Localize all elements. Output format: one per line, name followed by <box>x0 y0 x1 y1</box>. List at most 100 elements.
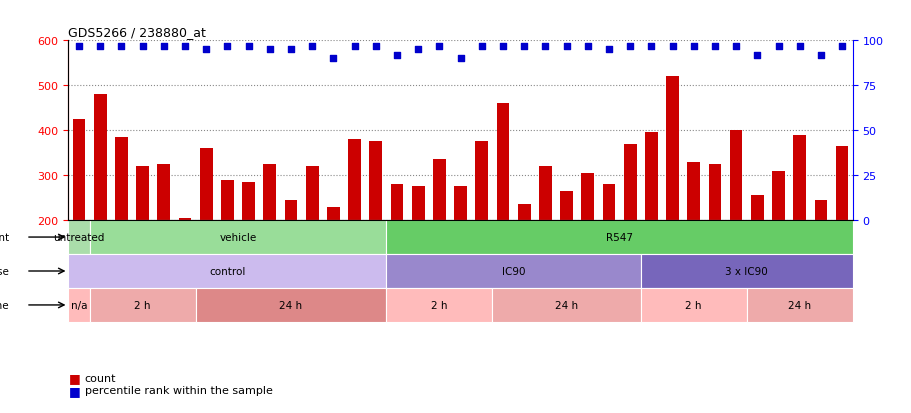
Point <box>601 47 616 54</box>
Text: 2 h: 2 h <box>134 300 150 310</box>
Point <box>283 47 298 54</box>
Point <box>432 43 446 50</box>
Point <box>368 43 383 50</box>
Point <box>749 52 763 59</box>
Point <box>220 43 234 50</box>
Text: percentile rank within the sample: percentile rank within the sample <box>85 385 272 395</box>
Bar <box>640 254 852 288</box>
Bar <box>327 207 340 310</box>
Point <box>199 47 213 54</box>
Text: IC90: IC90 <box>501 266 525 276</box>
Bar <box>412 187 424 310</box>
Bar <box>242 183 255 310</box>
Bar <box>179 218 191 310</box>
Text: 24 h: 24 h <box>279 300 302 310</box>
Bar <box>746 288 852 322</box>
Bar <box>454 187 466 310</box>
Bar <box>834 147 847 310</box>
Point <box>686 43 701 50</box>
Bar <box>200 149 212 310</box>
Bar <box>220 180 233 310</box>
Text: n/a: n/a <box>71 300 87 310</box>
Bar <box>644 133 657 310</box>
Bar <box>772 171 784 310</box>
Bar <box>136 167 148 310</box>
Text: ■: ■ <box>68 384 80 397</box>
Bar <box>793 135 805 310</box>
Bar <box>386 288 492 322</box>
Point <box>326 56 341 62</box>
Text: untreated: untreated <box>53 233 105 242</box>
Text: 24 h: 24 h <box>555 300 578 310</box>
Point <box>664 43 679 50</box>
Point <box>347 43 362 50</box>
Bar <box>538 167 551 310</box>
Bar <box>195 288 386 322</box>
Point <box>813 52 827 59</box>
Point <box>728 43 742 50</box>
Bar <box>640 288 746 322</box>
Point <box>792 43 806 50</box>
Bar <box>369 142 382 310</box>
Point <box>707 43 722 50</box>
Bar <box>305 167 318 310</box>
Point <box>135 43 149 50</box>
Point <box>178 43 192 50</box>
Text: 2 h: 2 h <box>431 300 447 310</box>
Bar <box>284 200 297 310</box>
Bar <box>580 173 593 310</box>
Point <box>262 47 277 54</box>
Bar <box>89 221 386 254</box>
Point <box>495 43 509 50</box>
Point <box>558 43 573 50</box>
Text: count: count <box>85 373 117 383</box>
Point <box>834 43 848 50</box>
Text: GDS5266 / 238880_at: GDS5266 / 238880_at <box>68 26 206 39</box>
Bar <box>433 160 445 310</box>
Point <box>411 47 425 54</box>
Point <box>241 43 256 50</box>
Text: dose: dose <box>0 266 9 276</box>
Point <box>537 43 552 50</box>
Text: agent: agent <box>0 233 9 242</box>
Text: ■: ■ <box>68 371 80 385</box>
Point <box>453 56 467 62</box>
Text: 3 x IC90: 3 x IC90 <box>724 266 767 276</box>
Bar <box>492 288 640 322</box>
Bar <box>496 104 508 310</box>
Bar <box>263 164 276 310</box>
Bar <box>390 185 403 310</box>
Text: 24 h: 24 h <box>787 300 811 310</box>
Point <box>114 43 128 50</box>
Bar <box>348 140 361 310</box>
Bar <box>708 164 721 310</box>
Bar <box>814 200 826 310</box>
Bar <box>158 164 170 310</box>
Text: vehicle: vehicle <box>220 233 256 242</box>
Point <box>157 43 171 50</box>
Text: 2 h: 2 h <box>685 300 701 310</box>
Bar <box>729 131 742 310</box>
Bar <box>68 254 386 288</box>
Bar <box>68 288 89 322</box>
Point <box>389 52 404 59</box>
Bar <box>687 162 700 310</box>
Point <box>72 43 87 50</box>
Bar <box>475 142 487 310</box>
Point <box>771 43 785 50</box>
Bar <box>68 221 89 254</box>
Point <box>93 43 107 50</box>
Bar <box>386 254 640 288</box>
Point <box>622 43 637 50</box>
Bar <box>89 288 195 322</box>
Bar <box>115 138 128 310</box>
Bar <box>559 191 572 310</box>
Bar <box>602 185 615 310</box>
Point <box>517 43 531 50</box>
Point <box>579 43 594 50</box>
Text: time: time <box>0 300 9 310</box>
Point <box>643 43 658 50</box>
Bar <box>386 221 852 254</box>
Point <box>304 43 319 50</box>
Bar <box>73 120 86 310</box>
